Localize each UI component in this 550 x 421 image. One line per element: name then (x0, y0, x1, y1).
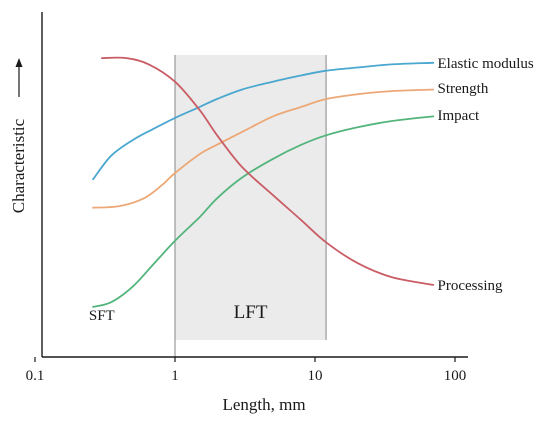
series-line-elastic-modulus (92, 61, 435, 181)
annotation-sft: SFT (89, 308, 115, 324)
x-tick-label: 10 (308, 368, 323, 384)
x-tick-label: 1 (171, 368, 179, 384)
series-line-impact (92, 115, 435, 308)
series-layer (92, 56, 435, 308)
region-layer: LFT (174, 55, 327, 357)
y-axis-arrow-head (15, 58, 23, 67)
x-tick-label: 100 (444, 368, 467, 384)
x-tick-label: 0.1 (26, 368, 45, 384)
series-label-processing: Processing (438, 278, 503, 294)
label-layer: Elastic modulus Strength Impact Processing S… (89, 56, 534, 324)
axis-layer (41, 12, 468, 358)
x-axis-title: Length, mm (222, 395, 305, 414)
region-lft-label: LFT (234, 302, 268, 323)
series-label-elastic-modulus: Elastic modulus (438, 56, 534, 72)
region-lft-band (175, 55, 327, 340)
tick-layer: 0.1 1 10 100 (26, 357, 467, 384)
y-axis-title: Characteristic (9, 118, 28, 213)
y-axis-title-group: Characteristic (9, 58, 28, 213)
series-label-strength: Strength (438, 81, 489, 97)
series-line-strength (92, 88, 435, 209)
series-label-impact: Impact (438, 108, 480, 124)
series-line-processing (100, 56, 435, 286)
